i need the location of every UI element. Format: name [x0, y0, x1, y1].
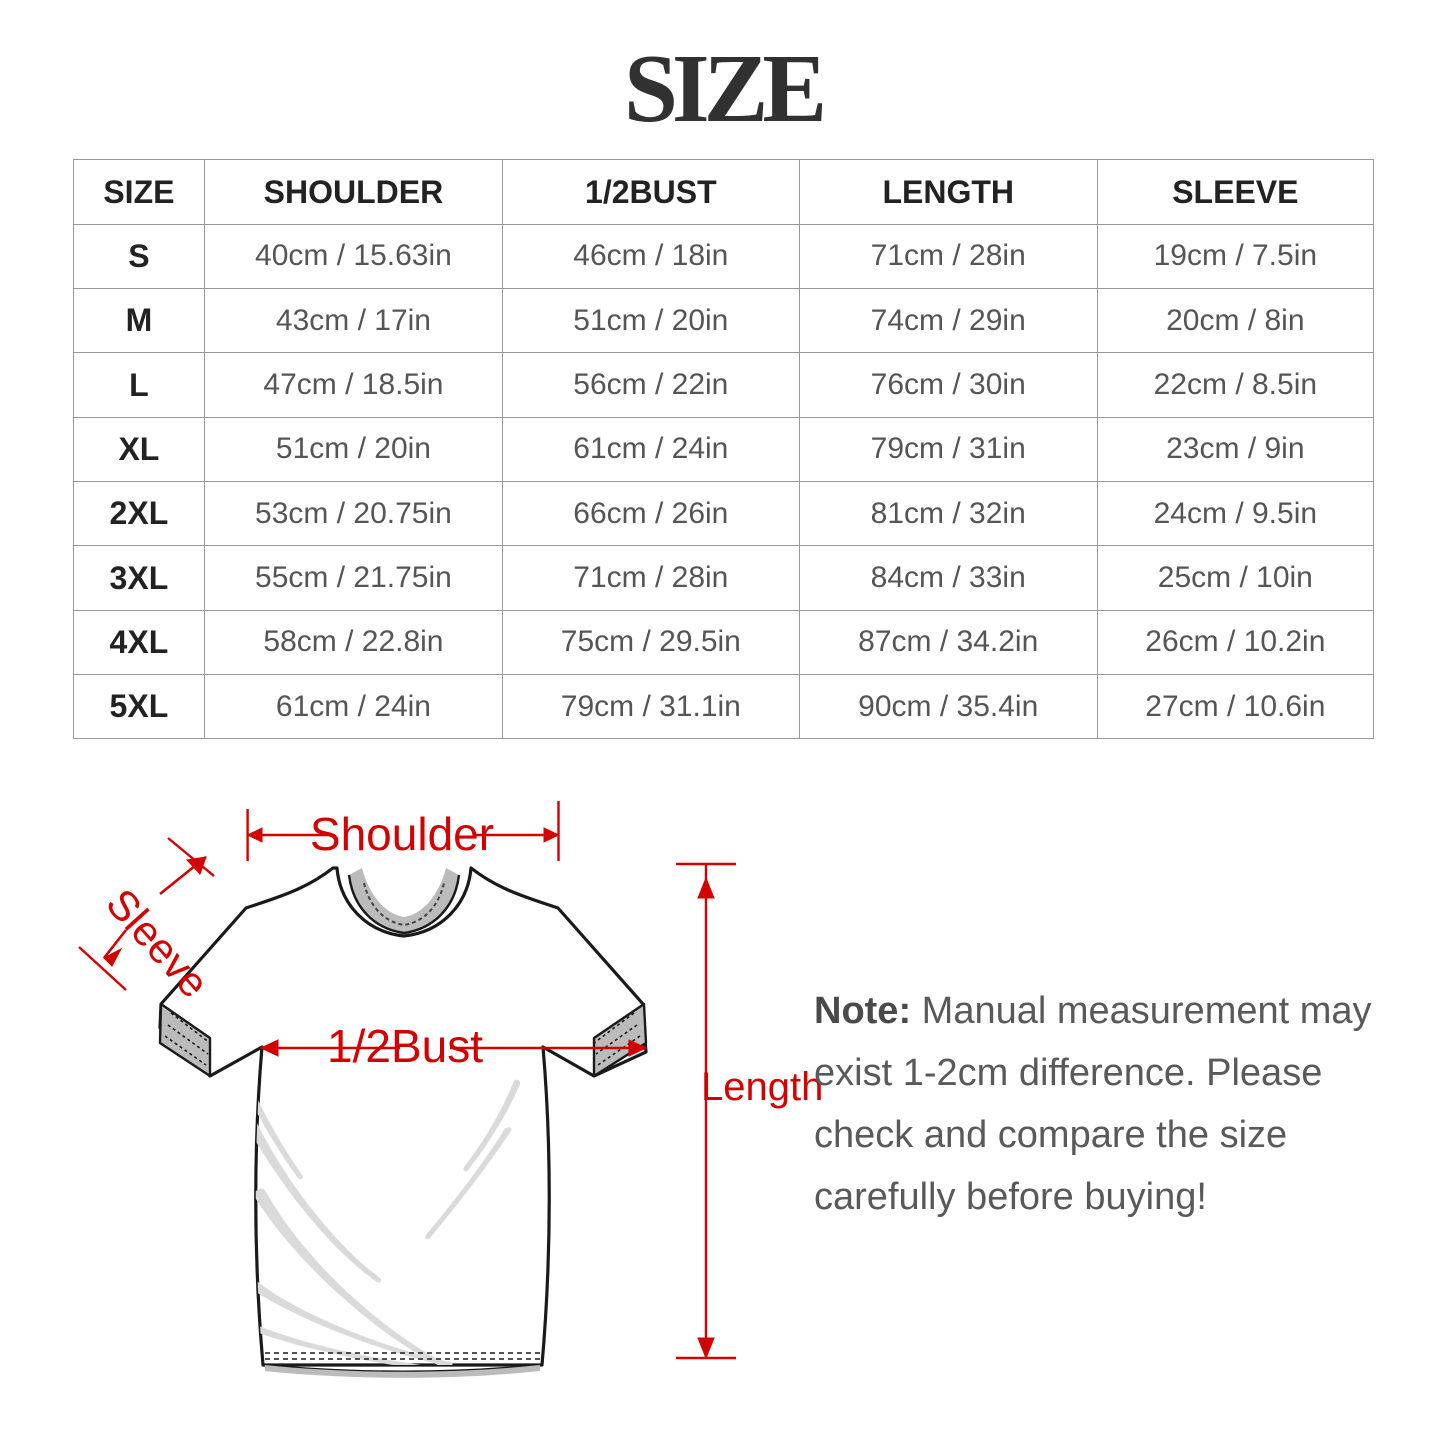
svg-text:Length: Length: [701, 1065, 823, 1109]
svg-text:Shoulder: Shoulder: [310, 808, 494, 860]
svg-text:1/2Bust: 1/2Bust: [327, 1020, 483, 1072]
